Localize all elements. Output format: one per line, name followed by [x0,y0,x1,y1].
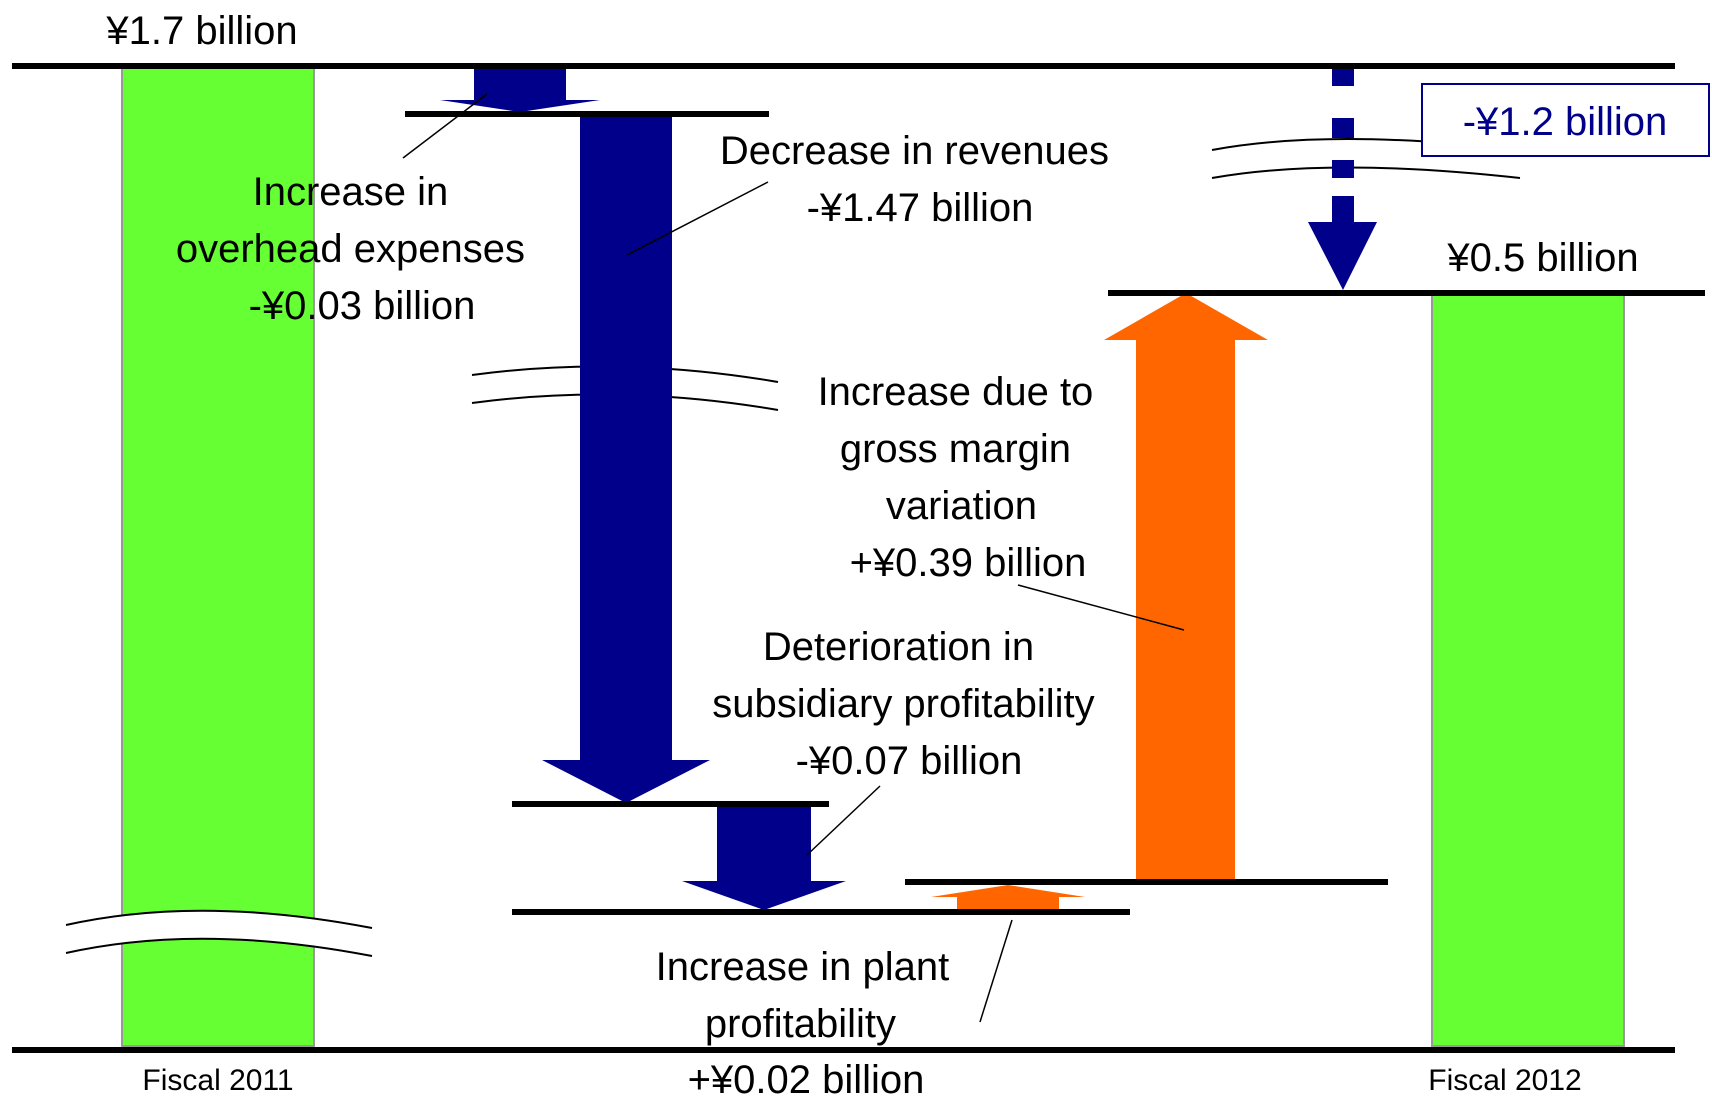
arrow-gross-margin-variation [1104,293,1268,880]
end-value-label: ¥0.5 billion [1446,236,1638,280]
net-change-arrow [1308,68,1377,290]
arrow-decrease-in-revenues [542,117,710,803]
arrow-overhead-expenses [440,66,600,112]
step-label-plant-profitability: Increase in plant profitability +¥0.02 b… [656,945,961,1100]
step-label-subsidiary-profitability: Deterioration in subsidiary profitabilit… [712,625,1106,783]
step-label-decrease-in-revenues: Decrease in revenues -¥1.47 billion [720,129,1120,230]
arrow-plant-profitability [931,885,1085,909]
arrow-subsidiary-profitability [682,807,846,910]
bar-fiscal-2012 [1432,293,1624,1046]
step-label-gross-margin-variation: Increase due to gross margin variation +… [818,370,1105,585]
net-change-label: -¥1.2 billion [1463,100,1668,144]
start-value-label: ¥1.7 billion [105,9,297,53]
category-label-fiscal-2011: Fiscal 2011 [142,1064,293,1097]
category-label-fiscal-2012: Fiscal 2012 [1428,1064,1581,1097]
